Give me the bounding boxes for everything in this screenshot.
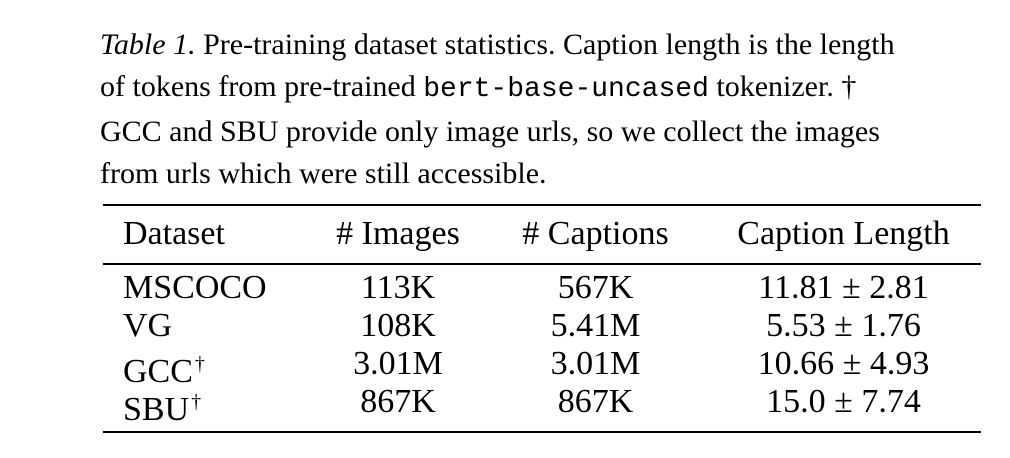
dataset-cell: VG	[123, 307, 173, 344]
captions-cell: 567K	[557, 269, 634, 306]
caption-length-cell: 5.53 ± 1.76	[766, 307, 921, 344]
table-row: VG 108K 5.41M 5.53 ± 1.76	[103, 307, 981, 345]
captions-cell: 867K	[557, 383, 634, 420]
dagger-mark: †	[191, 391, 202, 413]
header-images: # Images	[336, 215, 460, 252]
table-header-row: Dataset # Images # Captions Caption Leng…	[103, 206, 981, 263]
dataset-name: SBU	[123, 391, 190, 428]
caption-line-4: from urls which were still accessible.	[100, 157, 547, 190]
tokenizer-name: bert-base-uncased	[423, 74, 709, 105]
caption-text-2b: tokenizer. †	[716, 70, 857, 103]
table-bottom-rule	[103, 431, 981, 433]
caption-text-1: Pre-training dataset statistics. Caption…	[203, 28, 895, 61]
statistics-table: Dataset # Images # Captions Caption Leng…	[103, 206, 981, 428]
images-cell: 108K	[360, 307, 436, 344]
caption-line-1: Table 1. Pre-training dataset statistics…	[100, 24, 990, 66]
table-body: MSCOCO 113K 567K 11.81 ± 2.81 VG 108K 5.…	[103, 269, 981, 428]
table-row: GCC † 3.01M 3.01M 10.66 ± 4.93	[103, 345, 981, 390]
dagger-mark: †	[194, 353, 205, 375]
caption-label: Table 1.	[100, 28, 196, 61]
caption-text-2a: of tokens from pre-trained	[100, 70, 416, 103]
captions-cell: 3.01M	[550, 345, 641, 382]
table-header-rule	[103, 263, 981, 265]
header-caption-length: Caption Length	[737, 215, 950, 252]
caption-length-cell: 15.0 ± 7.74	[766, 383, 921, 420]
caption-length-cell: 10.66 ± 4.93	[757, 345, 930, 382]
table-caption: Table 1. Pre-training dataset statistics…	[100, 24, 990, 195]
images-cell: 867K	[360, 383, 436, 420]
table-top-rule	[103, 204, 981, 206]
captions-cell: 5.41M	[550, 307, 641, 344]
dataset-cell: GCC †	[123, 345, 205, 391]
images-cell: 3.01M	[353, 345, 443, 382]
caption-line-2: of tokens from pre-trained bert-base-unc…	[100, 66, 990, 111]
dataset-cell: MSCOCO	[123, 269, 267, 306]
images-cell: 113K	[360, 269, 436, 306]
caption-length-cell: 11.81 ± 2.81	[758, 269, 929, 306]
table-row: MSCOCO 113K 567K 11.81 ± 2.81	[103, 269, 981, 307]
dataset-name: GCC	[123, 353, 193, 390]
dataset-cell: SBU †	[123, 383, 201, 429]
table-row: SBU † 867K 867K 15.0 ± 7.74	[103, 383, 981, 428]
header-dataset: Dataset	[123, 215, 225, 252]
caption-line-3: GCC and SBU provide only image urls, so …	[100, 115, 880, 148]
header-captions: # Captions	[522, 215, 669, 252]
